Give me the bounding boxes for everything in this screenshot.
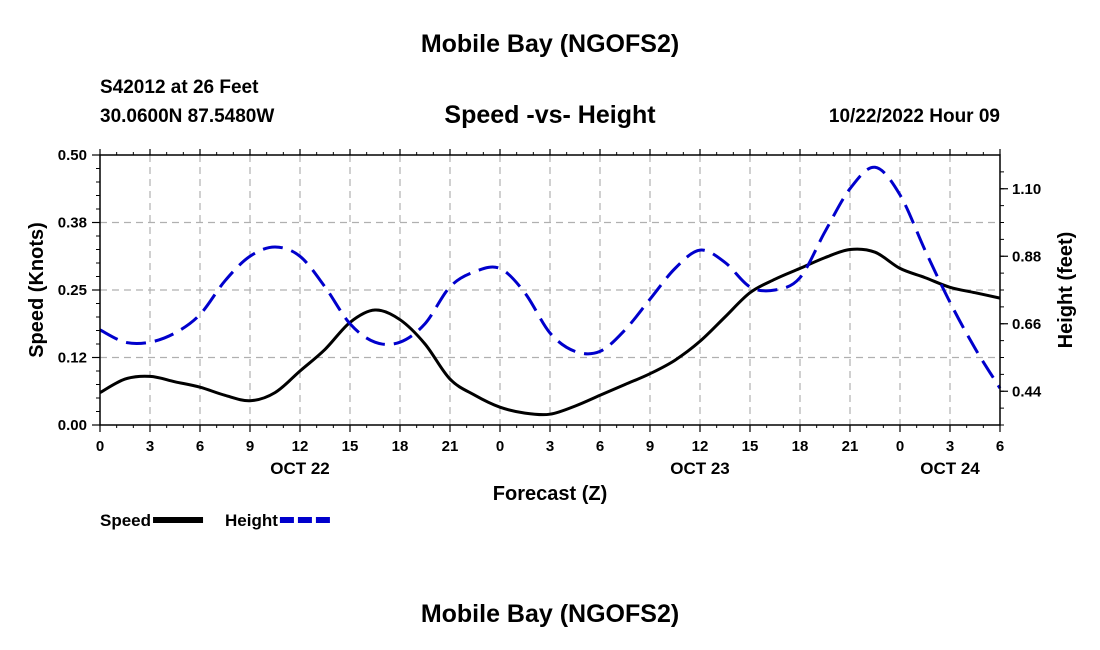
right-tick-label: 0.88: [1012, 248, 1041, 265]
left-tick-label: 0.12: [58, 350, 87, 367]
x-tick-label: 12: [292, 438, 309, 455]
x-tick-label: 3: [946, 438, 954, 455]
left-tick-label: 0.25: [58, 282, 87, 299]
left-tick-label: 0.38: [58, 215, 87, 232]
x-tick-label: 9: [646, 438, 654, 455]
x-tick-label: 21: [442, 438, 459, 455]
x-tick-label: 18: [392, 438, 409, 455]
day-label: OCT 24: [920, 459, 980, 478]
x-tick-label: 6: [996, 438, 1004, 455]
x-tick-label: 15: [342, 438, 359, 455]
day-label: OCT 23: [670, 459, 730, 478]
right-tick-label: 1.10: [1012, 181, 1041, 198]
series-line-speed: [99, 247, 1001, 417]
x-tick-label: 21: [842, 438, 859, 455]
x-tick-label: 3: [546, 438, 554, 455]
legend: Speed Height: [100, 511, 330, 530]
axis-ticks: 0 3 6 9 12 15 18 21 0 3 6 9 12 15 18 21 0 3 6 OCT 22 OCT 23 O…: [58, 147, 1042, 478]
right-axis-label: Height (feet): [1055, 232, 1077, 349]
left-tick-label: 0.00: [58, 417, 87, 434]
x-tick-label: 6: [596, 438, 604, 455]
chart-subtitle: Speed -vs- Height: [444, 101, 656, 129]
x-tick-label: 3: [146, 438, 154, 455]
legend-label-height: Height: [225, 511, 278, 530]
x-tick-label: 18: [792, 438, 809, 455]
right-tick-label: 0.44: [1012, 383, 1042, 400]
day-label: OCT 22: [270, 459, 330, 478]
x-tick-label: 12: [692, 438, 709, 455]
x-tick-label: 0: [896, 438, 904, 455]
station-label: S42012 at 26 Feet: [100, 77, 259, 98]
x-tick-label: 15: [742, 438, 759, 455]
grid-lines: [100, 155, 1000, 425]
chart-title: Mobile Bay (NGOFS2): [420, 30, 680, 58]
right-tick-label: 0.66: [1012, 316, 1041, 333]
station-coordinates: 30.0600N 87.5480W: [100, 106, 275, 127]
series-line-height: [99, 165, 1002, 389]
x-axis-label: Forecast (Z): [493, 483, 607, 505]
x-tick-label: 6: [196, 438, 204, 455]
series-lines: [99, 165, 1002, 417]
forecast-datetime: 10/22/2022 Hour 09: [828, 106, 1000, 127]
x-tick-label: 0: [496, 438, 504, 455]
footer-title: Mobile Bay (NGOFS2): [420, 600, 680, 628]
left-axis-label: Speed (Knots): [26, 222, 48, 358]
legend-label-speed: Speed: [100, 511, 151, 530]
x-tick-label: 0: [96, 438, 104, 455]
left-tick-label: 0.50: [58, 147, 87, 164]
x-tick-label: 9: [246, 438, 254, 455]
